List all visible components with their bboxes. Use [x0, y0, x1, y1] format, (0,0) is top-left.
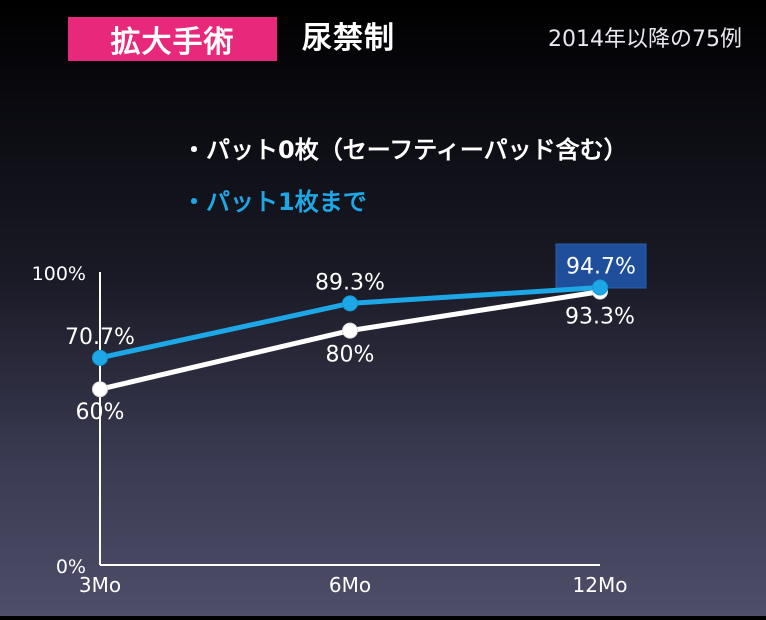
x-tick-label-12mo: 12Mo [573, 573, 628, 597]
cohort-note: 2014年以降の75例 [548, 27, 742, 52]
header: 拡大手術 尿禁制 2014年以降の75例 [0, 0, 766, 70]
x-tick-label-3mo: 3Mo [79, 573, 121, 597]
x-tick-label-6mo: 6Mo [329, 573, 371, 597]
data-label-series-2-6mo: 89.3% [315, 270, 385, 295]
procedure-badge: 拡大手術 [68, 17, 277, 61]
y-tick-label-min: 0% [56, 556, 86, 578]
data-label-series-1-12mo: 93.3% [565, 305, 635, 330]
y-tick-label-max: 100% [32, 263, 86, 285]
series-2-point-3mo [92, 349, 108, 366]
data-label-series-2-12mo: 94.7% [566, 255, 636, 280]
data-label-series-1-3mo: 60% [76, 400, 125, 425]
page-title: 尿禁制 [302, 21, 395, 56]
legend-entry-2: ・パット1枚まで [182, 188, 367, 216]
series-1-point-3mo [92, 381, 108, 398]
series-2-point-6mo [342, 295, 358, 312]
series-1-point-6mo [342, 322, 358, 339]
series-2-point-12mo [592, 279, 608, 296]
legend-entry-1: ・パット0枚（セーフティーパッド含む） [182, 136, 628, 164]
data-label-series-1-6mo: 80% [326, 343, 375, 368]
data-label-series-2-3mo: 70.7% [65, 325, 135, 350]
